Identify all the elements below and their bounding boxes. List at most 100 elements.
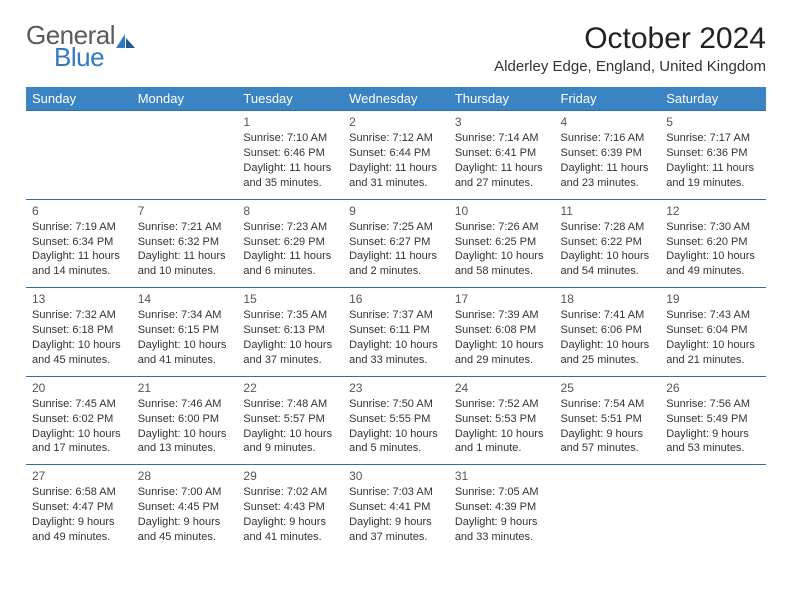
calendar-week-row: 20Sunrise: 7:45 AMSunset: 6:02 PMDayligh… bbox=[26, 376, 766, 465]
daylight-text: Daylight: 10 hours and 45 minutes. bbox=[32, 338, 126, 368]
calendar-day-cell: 11Sunrise: 7:28 AMSunset: 6:22 PMDayligh… bbox=[555, 199, 661, 288]
calendar-day-cell: 6Sunrise: 7:19 AMSunset: 6:34 PMDaylight… bbox=[26, 199, 132, 288]
sunset-text: Sunset: 6:39 PM bbox=[561, 146, 655, 161]
sunrise-text: Sunrise: 7:37 AM bbox=[349, 308, 443, 323]
calendar-day-cell: 26Sunrise: 7:56 AMSunset: 5:49 PMDayligh… bbox=[660, 376, 766, 465]
daylight-text: Daylight: 9 hours and 37 minutes. bbox=[349, 515, 443, 545]
sunrise-text: Sunrise: 7:32 AM bbox=[32, 308, 126, 323]
sunset-text: Sunset: 5:55 PM bbox=[349, 412, 443, 427]
sunrise-text: Sunrise: 7:54 AM bbox=[561, 397, 655, 412]
daylight-text: Daylight: 10 hours and 17 minutes. bbox=[32, 427, 126, 457]
sunset-text: Sunset: 6:41 PM bbox=[455, 146, 549, 161]
calendar-day-cell: 7Sunrise: 7:21 AMSunset: 6:32 PMDaylight… bbox=[132, 199, 238, 288]
sunrise-text: Sunrise: 7:12 AM bbox=[349, 131, 443, 146]
daylight-text: Daylight: 10 hours and 41 minutes. bbox=[138, 338, 232, 368]
calendar-week-row: 6Sunrise: 7:19 AMSunset: 6:34 PMDaylight… bbox=[26, 199, 766, 288]
calendar-day-cell: 2Sunrise: 7:12 AMSunset: 6:44 PMDaylight… bbox=[343, 111, 449, 200]
day-number: 6 bbox=[32, 203, 126, 219]
sunset-text: Sunset: 4:45 PM bbox=[138, 500, 232, 515]
daylight-text: Daylight: 11 hours and 31 minutes. bbox=[349, 161, 443, 191]
sunset-text: Sunset: 6:11 PM bbox=[349, 323, 443, 338]
weekday-header: Tuesday bbox=[237, 87, 343, 111]
calendar-day-cell: 24Sunrise: 7:52 AMSunset: 5:53 PMDayligh… bbox=[449, 376, 555, 465]
day-number: 23 bbox=[349, 380, 443, 396]
calendar-day-cell: 18Sunrise: 7:41 AMSunset: 6:06 PMDayligh… bbox=[555, 288, 661, 377]
sunrise-text: Sunrise: 7:00 AM bbox=[138, 485, 232, 500]
day-number: 5 bbox=[666, 114, 760, 130]
daylight-text: Daylight: 10 hours and 58 minutes. bbox=[455, 249, 549, 279]
day-number: 20 bbox=[32, 380, 126, 396]
sunset-text: Sunset: 6:27 PM bbox=[349, 235, 443, 250]
day-number: 21 bbox=[138, 380, 232, 396]
daylight-text: Daylight: 10 hours and 1 minute. bbox=[455, 427, 549, 457]
day-number: 7 bbox=[138, 203, 232, 219]
day-number: 31 bbox=[455, 468, 549, 484]
day-number: 3 bbox=[455, 114, 549, 130]
day-number: 14 bbox=[138, 291, 232, 307]
calendar-week-row: 1Sunrise: 7:10 AMSunset: 6:46 PMDaylight… bbox=[26, 111, 766, 200]
sunrise-text: Sunrise: 7:03 AM bbox=[349, 485, 443, 500]
daylight-text: Daylight: 10 hours and 29 minutes. bbox=[455, 338, 549, 368]
sunset-text: Sunset: 6:44 PM bbox=[349, 146, 443, 161]
day-number: 13 bbox=[32, 291, 126, 307]
daylight-text: Daylight: 9 hours and 41 minutes. bbox=[243, 515, 337, 545]
calendar-day-cell: 19Sunrise: 7:43 AMSunset: 6:04 PMDayligh… bbox=[660, 288, 766, 377]
day-number: 27 bbox=[32, 468, 126, 484]
sunrise-text: Sunrise: 7:52 AM bbox=[455, 397, 549, 412]
day-number: 10 bbox=[455, 203, 549, 219]
day-number: 11 bbox=[561, 203, 655, 219]
calendar-body: 1Sunrise: 7:10 AMSunset: 6:46 PMDaylight… bbox=[26, 111, 766, 553]
daylight-text: Daylight: 9 hours and 57 minutes. bbox=[561, 427, 655, 457]
sunset-text: Sunset: 6:25 PM bbox=[455, 235, 549, 250]
daylight-text: Daylight: 10 hours and 33 minutes. bbox=[349, 338, 443, 368]
daylight-text: Daylight: 10 hours and 49 minutes. bbox=[666, 249, 760, 279]
daylight-text: Daylight: 11 hours and 14 minutes. bbox=[32, 249, 126, 279]
calendar-day-cell: 20Sunrise: 7:45 AMSunset: 6:02 PMDayligh… bbox=[26, 376, 132, 465]
calendar-day-cell: 12Sunrise: 7:30 AMSunset: 6:20 PMDayligh… bbox=[660, 199, 766, 288]
daylight-text: Daylight: 10 hours and 25 minutes. bbox=[561, 338, 655, 368]
day-number: 17 bbox=[455, 291, 549, 307]
day-number: 4 bbox=[561, 114, 655, 130]
day-number: 18 bbox=[561, 291, 655, 307]
sunrise-text: Sunrise: 7:16 AM bbox=[561, 131, 655, 146]
calendar-day-cell: 13Sunrise: 7:32 AMSunset: 6:18 PMDayligh… bbox=[26, 288, 132, 377]
sunrise-text: Sunrise: 7:30 AM bbox=[666, 220, 760, 235]
sunrise-text: Sunrise: 7:26 AM bbox=[455, 220, 549, 235]
sunset-text: Sunset: 6:04 PM bbox=[666, 323, 760, 338]
sunset-text: Sunset: 6:22 PM bbox=[561, 235, 655, 250]
sunset-text: Sunset: 6:32 PM bbox=[138, 235, 232, 250]
calendar-day-cell bbox=[26, 111, 132, 200]
calendar-day-cell: 10Sunrise: 7:26 AMSunset: 6:25 PMDayligh… bbox=[449, 199, 555, 288]
calendar-day-cell: 28Sunrise: 7:00 AMSunset: 4:45 PMDayligh… bbox=[132, 465, 238, 553]
calendar-day-cell bbox=[132, 111, 238, 200]
calendar-day-cell bbox=[660, 465, 766, 553]
day-number: 26 bbox=[666, 380, 760, 396]
sunset-text: Sunset: 5:57 PM bbox=[243, 412, 337, 427]
daylight-text: Daylight: 11 hours and 6 minutes. bbox=[243, 249, 337, 279]
day-number: 15 bbox=[243, 291, 337, 307]
sunrise-text: Sunrise: 7:17 AM bbox=[666, 131, 760, 146]
daylight-text: Daylight: 10 hours and 13 minutes. bbox=[138, 427, 232, 457]
sunrise-text: Sunrise: 7:23 AM bbox=[243, 220, 337, 235]
daylight-text: Daylight: 11 hours and 2 minutes. bbox=[349, 249, 443, 279]
sunset-text: Sunset: 6:08 PM bbox=[455, 323, 549, 338]
calendar-day-cell: 9Sunrise: 7:25 AMSunset: 6:27 PMDaylight… bbox=[343, 199, 449, 288]
calendar-day-cell: 22Sunrise: 7:48 AMSunset: 5:57 PMDayligh… bbox=[237, 376, 343, 465]
day-number: 30 bbox=[349, 468, 443, 484]
calendar-day-cell: 5Sunrise: 7:17 AMSunset: 6:36 PMDaylight… bbox=[660, 111, 766, 200]
calendar-day-cell: 17Sunrise: 7:39 AMSunset: 6:08 PMDayligh… bbox=[449, 288, 555, 377]
logo: GeneralBlue bbox=[26, 22, 138, 70]
daylight-text: Daylight: 10 hours and 21 minutes. bbox=[666, 338, 760, 368]
sunset-text: Sunset: 6:18 PM bbox=[32, 323, 126, 338]
weekday-header: Monday bbox=[132, 87, 238, 111]
sunset-text: Sunset: 6:00 PM bbox=[138, 412, 232, 427]
sunrise-text: Sunrise: 7:05 AM bbox=[455, 485, 549, 500]
weekday-header: Thursday bbox=[449, 87, 555, 111]
daylight-text: Daylight: 11 hours and 27 minutes. bbox=[455, 161, 549, 191]
header: GeneralBlue October 2024 Alderley Edge, … bbox=[26, 22, 766, 81]
sunset-text: Sunset: 6:15 PM bbox=[138, 323, 232, 338]
sunset-text: Sunset: 6:29 PM bbox=[243, 235, 337, 250]
sunset-text: Sunset: 6:36 PM bbox=[666, 146, 760, 161]
calendar-day-cell: 21Sunrise: 7:46 AMSunset: 6:00 PMDayligh… bbox=[132, 376, 238, 465]
day-number: 25 bbox=[561, 380, 655, 396]
